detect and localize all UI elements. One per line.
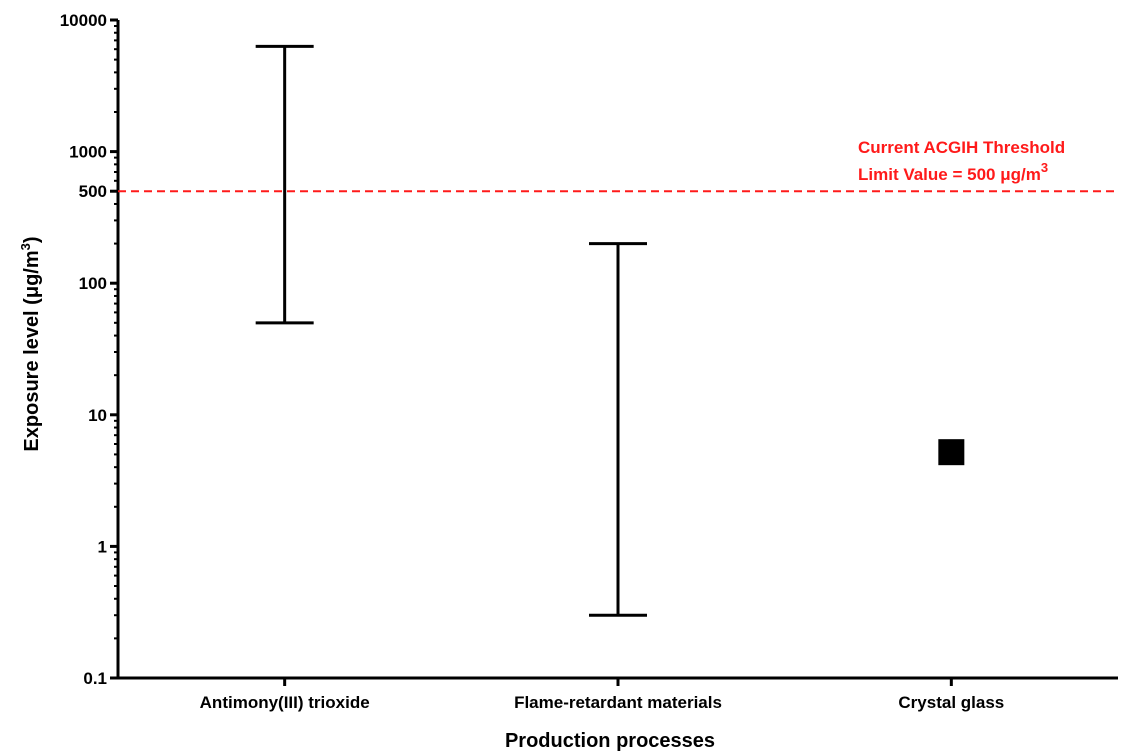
threshold-label-line1: Current ACGIH Threshold	[858, 138, 1065, 157]
y-tick-label-500: 500	[79, 182, 107, 201]
threshold-annotation: Current ACGIH Threshold Limit Value = 50…	[858, 138, 1065, 184]
axes: 0.1 1 10 100 500 1000 10000 Antimony(III) triox…	[60, 11, 1118, 712]
x-tick-label-2: Crystal glass	[898, 693, 1004, 712]
x-axis-label: Production processes	[505, 730, 715, 752]
y-tick-label-1000: 1000	[69, 143, 107, 162]
y-tick-label-1: 1	[98, 537, 107, 556]
point-marker-2	[938, 439, 965, 466]
y-axis-label: Exposure level (μg/m3)	[18, 236, 43, 451]
y-tick-label-0.1: 0.1	[83, 669, 107, 688]
x-tick-label-0: Antimony(III) trioxide	[200, 693, 370, 712]
y-tick-label-100: 100	[79, 274, 107, 293]
threshold-label-line2: Limit Value = 500 μg/m3	[858, 160, 1048, 184]
x-tick-label-1: Flame-retardant materials	[514, 693, 722, 712]
data-marks	[118, 44, 1118, 617]
y-tick-label-10: 10	[88, 406, 107, 425]
y-tick-label-10000: 10000	[60, 11, 107, 30]
